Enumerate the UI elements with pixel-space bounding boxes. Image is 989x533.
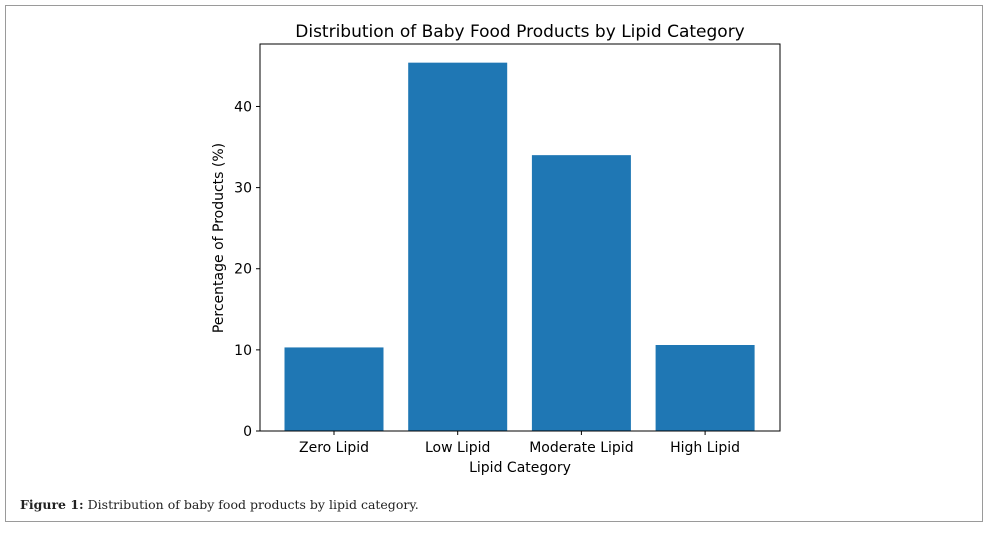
x-tick-label: Zero Lipid: [299, 440, 369, 456]
y-axis-ticks: 0 10 20 30 40: [234, 99, 260, 440]
caption-label: Figure 1:: [20, 497, 84, 512]
y-tick-label: 0: [243, 424, 252, 440]
bars-group: [284, 62, 755, 432]
x-tick-label: Moderate Lipid: [529, 440, 633, 456]
plot-frame: [259, 43, 781, 432]
x-axis-label: Lipid Category: [469, 460, 571, 476]
x-tick-label: High Lipid: [670, 440, 740, 456]
y-tick-label: 30: [234, 181, 252, 197]
chart-title: Distribution of Baby Food Products by Li…: [295, 22, 745, 42]
bar-zero-lipid: [284, 347, 384, 431]
bar-chart: Distribution of Baby Food Products by Li…: [211, 22, 781, 476]
y-tick-label: 20: [234, 262, 252, 278]
bar-high-lipid: [655, 345, 755, 431]
bar-low-lipid: [408, 62, 508, 432]
figure-caption: Figure 1: Distribution of baby food prod…: [20, 497, 419, 512]
x-axis-ticks: Zero Lipid Low Lipid Moderate Lipid High Li…: [299, 431, 740, 456]
y-tick-label: 10: [234, 343, 252, 359]
y-tick-label: 40: [234, 99, 252, 115]
bar-moderate-lipid: [531, 155, 631, 431]
y-axis-label: Percentage of Products (%): [211, 143, 227, 333]
x-tick-label: Low Lipid: [425, 440, 490, 456]
caption-text: Distribution of baby food products by li…: [87, 497, 419, 512]
